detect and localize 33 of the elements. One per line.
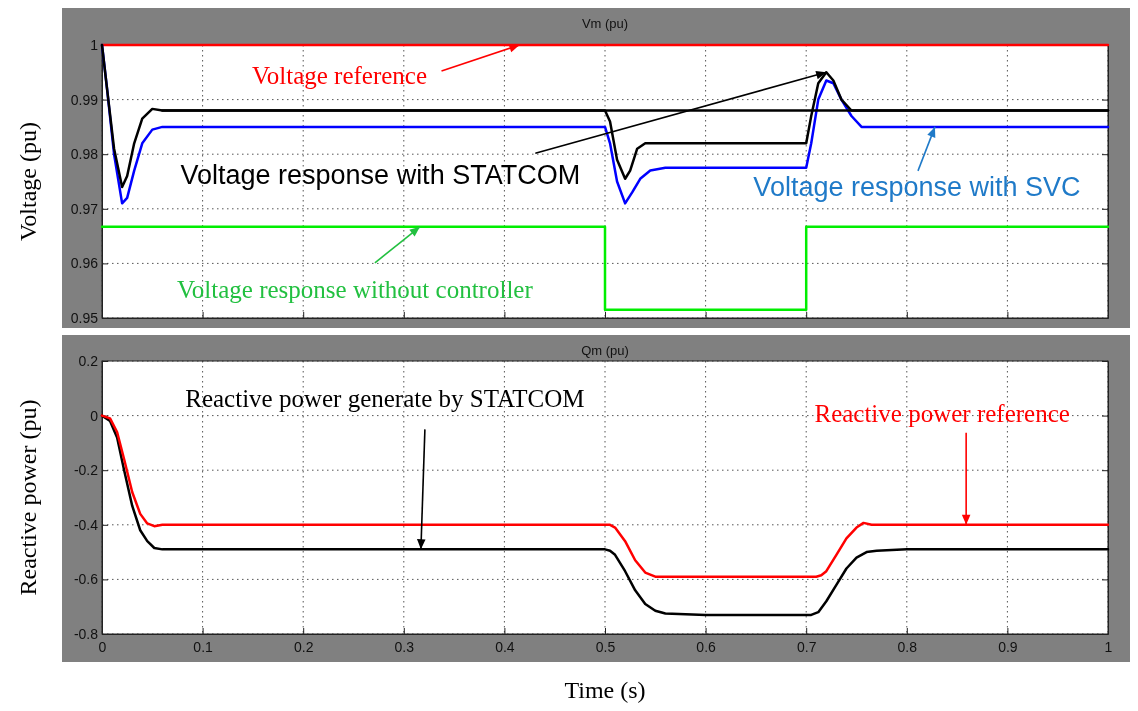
y-tick-label: -0.6 xyxy=(73,571,99,588)
y-tick-label: 0.96 xyxy=(70,255,99,272)
chart-title: Vm (pu) xyxy=(581,16,629,31)
annotation: Voltage reference xyxy=(251,61,428,89)
annotation: Voltage response with STATCOM xyxy=(180,160,581,191)
y-tick-label: -0.2 xyxy=(73,462,99,479)
y-tick-label: -0.8 xyxy=(73,625,99,642)
chart-title: Qm (pu) xyxy=(581,343,629,358)
x-tick-label: 1 xyxy=(1104,638,1113,655)
x-tick-label: 0.3 xyxy=(394,638,415,655)
y-tick-label: -0.4 xyxy=(73,516,99,533)
x-tick-label: 0.8 xyxy=(897,638,918,655)
annotation: Reactive power reference xyxy=(814,399,1070,427)
x-tick-label: 0.1 xyxy=(193,638,214,655)
annotation: Voltage response with SVC xyxy=(753,172,1081,203)
x-tick-label: 0.5 xyxy=(595,638,616,655)
y-axis-title: Reactive power (pu) xyxy=(15,399,41,596)
y-tick-label: 0.99 xyxy=(70,91,99,108)
x-tick-label: 0.7 xyxy=(796,638,817,655)
annotation: Reactive power generate by STATCOM xyxy=(185,385,585,413)
x-tick-label: 0.4 xyxy=(495,638,515,655)
x-axis-title: Time (s) xyxy=(564,677,646,703)
y-tick-label: 1 xyxy=(90,36,99,53)
y-tick-label: 0 xyxy=(90,407,99,424)
y-tick-label: 0.98 xyxy=(70,146,99,163)
y-axis-title: Voltage (pu) xyxy=(15,122,41,241)
y-tick-label: 0.97 xyxy=(70,200,99,217)
x-tick-label: 0.6 xyxy=(696,638,717,655)
y-tick-label: 0.2 xyxy=(78,352,99,369)
x-tick-label: 0.2 xyxy=(293,638,314,655)
y-tick-label: 0.95 xyxy=(70,309,99,326)
x-tick-label: 0.9 xyxy=(998,638,1018,655)
annotation: Voltage response without controller xyxy=(177,275,534,303)
